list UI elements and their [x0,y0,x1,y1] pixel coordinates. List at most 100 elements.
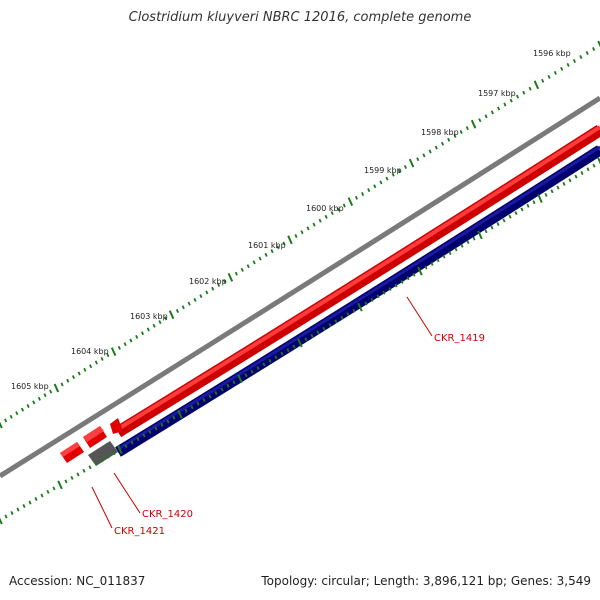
inner-tick [177,409,183,419]
outer-tick [528,86,532,91]
ruler-label-1602: 1602 kbp [189,277,227,286]
outer-tick [60,382,64,387]
inner-tick [466,240,470,245]
outer-tick [246,264,250,269]
outer-tick [585,51,589,55]
inner-tick [232,380,236,385]
inner-tick [574,174,578,179]
outer-tick [579,55,583,59]
inner-tick [136,437,140,442]
outer-tick [100,356,104,361]
inner-tick [280,351,284,356]
outer-tick [354,195,359,200]
inner-tick [268,358,272,363]
outer-tick [541,78,545,83]
inner-tick [142,433,146,438]
outer-tick [453,133,457,138]
outer-tick [509,98,513,103]
gene-label-ckr-1420[interactable]: CKR_1420 [142,509,193,520]
outer-tick [217,282,221,287]
outer-tick [222,279,227,284]
inner-tick [106,454,110,459]
inner-tick [454,247,458,252]
inner-tick [496,222,500,226]
outer-tick [53,383,60,393]
outer-tick [9,414,13,419]
outer-tick [4,418,8,423]
ruler-label-1597: 1597 kbp [478,89,516,98]
outer-tick [234,271,238,276]
inner-tick [586,167,590,172]
inner-tick [340,315,344,320]
outer-tick [123,342,127,347]
outer-tick [26,404,30,408]
inner-tick [357,302,363,312]
inner-tick [208,394,212,399]
inner-tick [328,323,332,328]
outer-tick [408,158,415,168]
outer-tick [300,230,304,235]
gene-ckr-1419-forward-block[interactable] [114,124,600,438]
inner-tick [376,294,380,299]
inner-tick [514,211,518,216]
outer-tick [43,393,47,398]
outer-tick [347,197,354,207]
gene-label-ckr-1419[interactable]: CKR_1419 [434,333,485,344]
gene-ckr-1420-reverse-block[interactable] [88,441,118,466]
gene-ckr-1419-reverse-block[interactable] [115,145,600,457]
inner-tick [16,507,20,512]
outer-tick [379,180,383,185]
inner-tick [237,374,243,384]
inner-tick [562,181,566,186]
outer-tick [592,47,596,51]
inner-tick [537,194,543,203]
inner-tick [412,272,416,277]
inner-tick [424,265,428,270]
ruler-label-1598: 1598 kbp [421,128,459,137]
ruler-label-1604: 1604 kbp [71,347,109,356]
outer-tick [385,176,389,181]
outer-tick [367,188,371,193]
outer-tick [32,400,36,405]
outer-tick [342,203,346,208]
outer-tick [440,141,445,146]
outer-tick [522,90,526,95]
inner-tick [214,391,218,395]
outer-tick [94,360,98,365]
inner-tick [580,171,584,175]
inner-tick [400,279,404,284]
outer-tick [497,106,501,111]
outer-tick [324,214,328,219]
inner-tick [406,276,410,281]
outer-tick [193,297,197,302]
outer-tick [361,192,365,196]
outer-tick [89,364,93,369]
outer-tick [470,119,477,129]
outer-tick [264,252,268,257]
inner-tick [364,301,368,306]
ruler-label-1599: 1599 kbp [364,166,402,175]
gene-label-ckr-1421[interactable]: CKR_1421 [114,526,165,537]
inner-tick [4,514,8,519]
outer-tick [459,130,463,134]
outer-tick [258,256,262,261]
outer-tick [478,118,482,123]
inner-tick [172,415,176,420]
outer-tick [330,211,334,216]
outer-tick [66,378,70,383]
outer-tick [175,309,180,313]
outer-tick [484,114,488,119]
inner-tick [316,330,320,335]
inner-tick [40,493,44,498]
inner-tick [532,200,536,205]
outer-tick [428,149,432,154]
inner-tick [448,251,452,255]
inner-tick [370,297,374,302]
inner-tick [520,207,524,212]
inner-tick [154,426,158,431]
inner-tick [286,348,290,353]
inner-tick [417,266,423,276]
outer-tick [533,80,540,90]
